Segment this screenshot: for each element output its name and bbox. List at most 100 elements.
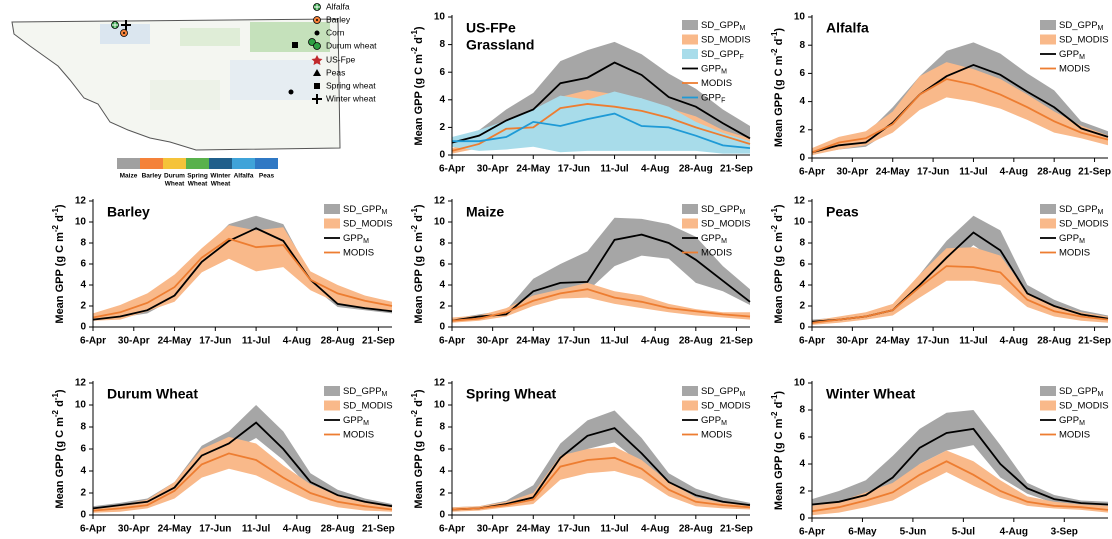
x-tick-label: 17-Jun [558,164,590,175]
y-tick-label: 0 [799,322,805,333]
colorbar-label: Wheat [165,181,185,188]
x-tick-label: 11-Jul [959,336,988,347]
legend-name: SD_GPP [701,49,740,60]
y-axis-label: Mean GPP (g C m-2 d-1) [410,26,425,146]
legend-subscript: M [1098,25,1104,32]
legend-label: MODIS [701,247,732,258]
y-tick-label: 0 [439,510,445,521]
legend-swatch [1040,35,1056,45]
y-axis-label-part: ) [54,389,66,393]
colorbar-swatch [140,158,163,169]
chart-subtitle: Grassland [466,37,534,53]
colorbar-label: Wheat [211,181,231,188]
x-tick-label: 21-Sep [362,524,395,535]
x-tick-label: 28-Aug [679,164,713,175]
y-tick-label: 0 [439,150,445,161]
legend-subscript: M [1079,238,1085,245]
y-tick-label: 2 [80,301,86,312]
y-tick-label: 0 [80,510,86,521]
x-tick-label: 6-Apr [80,336,106,347]
legend-subscript: M [382,209,388,216]
y-tick-label: 0 [799,153,805,164]
legend-name: MODIS [1059,63,1090,74]
legend-subscript: M [363,420,369,427]
legend-subscript: M [1098,391,1104,398]
legend-name: MODIS [343,429,374,440]
legend-subscript: M [363,238,369,245]
legend-label: SD_MODIS [343,218,393,229]
legend-name: GPP [1059,233,1079,244]
colorbar-label: Barley [142,173,162,180]
map-colorbar: MaizeBarleyDurumWheatSpringWheatWinterWh… [117,158,278,188]
x-tick-label: 6-Apr [439,524,465,535]
y-axis-label-part: d [773,402,785,412]
colorbar-label: Durum [164,173,185,180]
legend-swatch [682,49,698,59]
legend-label: SD_GPPM [1059,386,1104,399]
legend-label: GPPM [701,415,727,428]
y-axis-label-part: ) [773,204,785,208]
y-axis-label: Mean GPP (g C m-2 d-1) [770,391,785,511]
y-tick-label: 6 [80,259,86,270]
chart-title: Winter Wheat [826,386,916,402]
legend-name: SD_GPP [701,20,740,31]
y-tick-label: 12 [75,196,87,207]
legend-subscript: F [721,98,725,105]
map-panel: Alfalfa Barley Corn Durum wheat US-Fpe P… [12,1,377,187]
y-tick-label: 12 [434,196,446,207]
y-tick-label: 10 [434,400,446,411]
legend-label: SD_MODIS [701,218,751,229]
y-tick-label: 12 [794,196,806,207]
y-tick-label: 4 [80,466,86,477]
colorbar-swatch [186,158,209,169]
legend-subscript: M [1079,420,1085,427]
y-axis-label-part: ) [773,391,785,395]
y-tick-label: 2 [439,122,445,133]
y-tick-label: 4 [799,459,805,470]
chart-panel: 02468106-Apr30-Apr24-May17-Jun11-Jul4-Au… [410,12,753,175]
legend-subscript: M [1079,54,1085,61]
y-tick-label: 10 [75,217,87,228]
legend-name: MODIS [701,247,732,258]
y-tick-label: 2 [439,488,445,499]
colorbar-swatch [255,158,278,169]
y-axis-label-part: Mean GPP (g C m [773,418,785,510]
legend-name: SD_GPP [1059,20,1098,31]
legend-name: GPP [701,92,721,103]
x-tick-label: 17-Jun [199,336,231,347]
colorbar-swatch [117,158,140,169]
legend-name: SD_GPP [343,204,382,215]
legend-label: GPPM [1059,233,1085,246]
legend-name: SD_MODIS [1059,218,1109,229]
y-axis-label: Mean GPP (g C m-2 d-1) [770,28,785,148]
legend-swatch [682,20,698,30]
legend-swatch [682,219,698,229]
y-tick-label: 12 [75,378,87,389]
legend-label: MODIS [1059,63,1090,74]
colorbar-label: Winter [210,173,231,180]
legend-label: GPPM [1059,415,1085,428]
y-axis-label-part: d [413,400,425,410]
map-legend-label: Spring wheat [326,80,376,90]
y-tick-label: 8 [799,405,805,416]
map-legend-label: Alfalfa [326,1,350,11]
x-tick-label: 28-Aug [321,524,355,535]
legend-label: SD_GPPM [1059,204,1104,217]
x-tick-label: 6-Apr [799,336,825,347]
legend-name: SD_GPP [1059,386,1098,397]
x-tick-label: 24-May [158,524,192,535]
y-axis-label-part: Mean GPP (g C m [413,54,425,146]
y-tick-label: 4 [799,280,805,291]
legend-name: MODIS [701,429,732,440]
legend-subscript: M [382,391,388,398]
y-axis-label-part: ) [413,204,425,208]
legend-name: MODIS [343,247,374,258]
y-axis-label: Mean GPP (g C m-2 d-1) [410,389,425,509]
legend-label: MODIS [1059,247,1090,258]
y-tick-label: 6 [799,432,805,443]
colorbar-swatch [209,158,232,169]
legend-name: GPP [701,63,721,74]
y-axis-label-part: ) [413,389,425,393]
legend-name: MODIS [701,78,732,89]
